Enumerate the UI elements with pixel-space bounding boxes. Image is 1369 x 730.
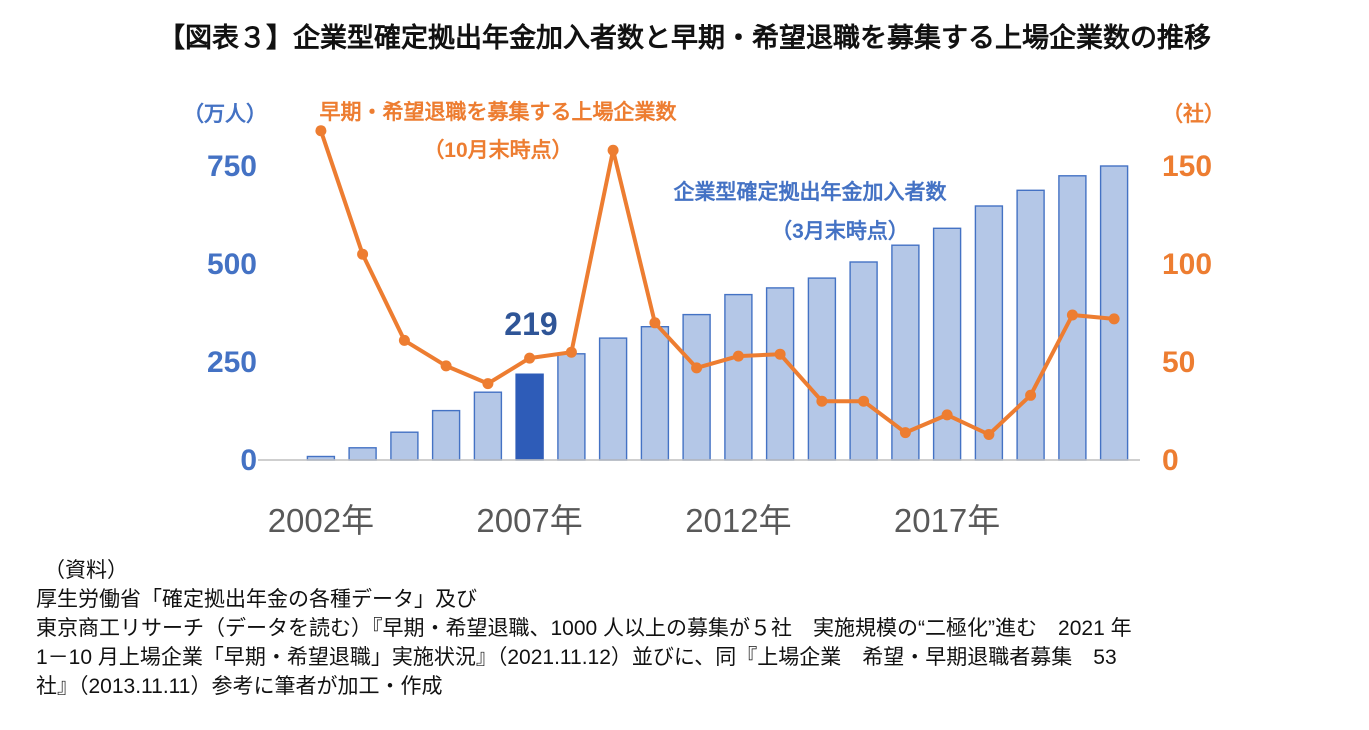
companies-marker-2010 bbox=[649, 317, 661, 329]
companies-marker-2004 bbox=[398, 334, 410, 346]
bar-2009 bbox=[598, 337, 628, 461]
companies-marker-2012 bbox=[732, 350, 744, 362]
source-line: 厚生労働省「確定拠出年金の各種データ」及び bbox=[36, 588, 477, 611]
highlight-value-label: 219 bbox=[504, 306, 558, 342]
companies-marker-2006 bbox=[482, 378, 494, 390]
left-axis-tick-500: 500 bbox=[207, 248, 257, 281]
right-axis-tick-50: 50 bbox=[1162, 346, 1195, 379]
source-line: 1－10 月上場企業「早期・希望退職」実施状況』（2021.11.12）並びに、… bbox=[36, 646, 1117, 669]
figure-title: 【図表３】企業型確定拠出年金加入者数と早期・希望退職を募集する上場企業数の推移 bbox=[158, 23, 1211, 53]
bar-2014 bbox=[807, 277, 837, 461]
bar-2021 bbox=[1099, 165, 1129, 461]
right-axis-unit-label: （社） bbox=[1162, 103, 1225, 126]
companies-line bbox=[318, 128, 1117, 437]
left-axis-tick-750: 750 bbox=[207, 150, 257, 183]
bar-2005 bbox=[431, 409, 461, 461]
bar-2004 bbox=[390, 431, 419, 461]
companies-marker-2019 bbox=[1025, 389, 1037, 401]
bar-2013 bbox=[765, 287, 795, 461]
left-axis-tick-250: 250 bbox=[207, 346, 257, 379]
right-axis-tick-150: 150 bbox=[1162, 150, 1212, 183]
companies-marker-2017 bbox=[941, 409, 953, 421]
companies-marker-2018 bbox=[983, 429, 995, 440]
bar-2006 bbox=[473, 391, 503, 461]
right-axis-tick-100: 100 bbox=[1162, 248, 1212, 281]
bar-2015 bbox=[849, 261, 878, 461]
companies-marker-2020 bbox=[1066, 309, 1078, 321]
bar-2017 bbox=[932, 227, 962, 461]
companies-marker-2007 bbox=[524, 352, 536, 364]
bar-2008 bbox=[557, 353, 586, 461]
left-axis-unit-label: （万人） bbox=[183, 103, 267, 126]
source-line: 社』（2013.11.11）参考に筆者が加工・作成 bbox=[36, 675, 443, 698]
left-axis-tick-0: 0 bbox=[240, 444, 257, 477]
companies-marker-2008 bbox=[565, 346, 577, 358]
x-axis-label-2002年: 2002年 bbox=[268, 502, 374, 539]
x-axis-label-2012年: 2012年 bbox=[685, 502, 791, 539]
line-series-annotation-title: 早期・希望退職を募集する上場企業数 bbox=[319, 101, 677, 124]
companies-marker-2009 bbox=[607, 144, 619, 156]
bar-series-annotation-subtitle: （3月末時点） bbox=[771, 220, 909, 243]
companies-marker-2003 bbox=[357, 248, 369, 260]
companies-marker-2005 bbox=[440, 360, 452, 372]
right-axis-tick-0: 0 bbox=[1162, 444, 1179, 477]
bar-series-annotation-title: 企業型確定拠出年金加入者数 bbox=[673, 181, 947, 204]
bar-2018 bbox=[974, 205, 1004, 461]
companies-marker-2014 bbox=[816, 395, 828, 407]
source-line: 東京商工リサーチ（データを読む）『早期・希望退職、1000 人以上の募集が５社 … bbox=[36, 617, 1132, 640]
x-axis-label-2017年: 2017年 bbox=[894, 502, 1000, 539]
source-note: （資料） 厚生労働省「確定拠出年金の各種データ」及び 東京商工リサーチ（データを… bbox=[36, 556, 1346, 701]
companies-marker-2013 bbox=[774, 348, 786, 360]
companies-marker-2015 bbox=[858, 395, 870, 407]
chart-canvas: 0 250 500 750 0 50 100 150 2002年 2007年 2012年 2017年 bbox=[207, 125, 1212, 539]
x-axis-label-2007年: 2007年 bbox=[476, 502, 582, 539]
companies-marker-2016 bbox=[899, 427, 911, 439]
bar-2003 bbox=[348, 447, 377, 461]
companies-marker-2021 bbox=[1108, 313, 1120, 325]
line-series-annotation-subtitle: （10月末時点） bbox=[423, 139, 573, 162]
companies-marker-2011 bbox=[691, 362, 703, 374]
companies-marker-2002 bbox=[315, 125, 327, 137]
bar-2010 bbox=[640, 326, 670, 461]
source-line: （資料） bbox=[44, 559, 128, 582]
bar-2012 bbox=[724, 293, 753, 461]
bar-2011 bbox=[682, 313, 711, 461]
bar-2007 bbox=[515, 373, 544, 461]
